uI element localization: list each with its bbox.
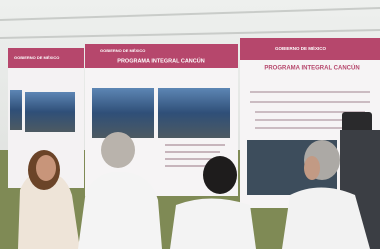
panel-image (92, 88, 154, 138)
panel-image (158, 88, 230, 138)
person-head (203, 156, 237, 194)
panel-logo: GOBIERNO DE MÉXICO (14, 55, 59, 60)
panel-title: PROGRAMA INTEGRAL CANCÚN (264, 65, 359, 72)
person-man-center (170, 199, 256, 249)
panel-image (25, 92, 75, 132)
photo: GOBIERNO DE MÉXICO GOBIERNO DE MÉXICO PR… (0, 0, 380, 249)
person-face (36, 155, 56, 181)
panel-logo: GOBIERNO DE MÉXICO (275, 44, 327, 51)
page: GOBIERNO DE MÉXICO GOBIERNO DE MÉXICO PR… (0, 0, 380, 249)
panel-title: PROGRAMA INTEGRAL CANCÚN (117, 57, 204, 64)
person-face (304, 156, 320, 180)
panel-image (10, 90, 22, 130)
person-head (101, 132, 135, 168)
panel-logo: GOBIERNO DE MÉXICO (100, 48, 145, 53)
